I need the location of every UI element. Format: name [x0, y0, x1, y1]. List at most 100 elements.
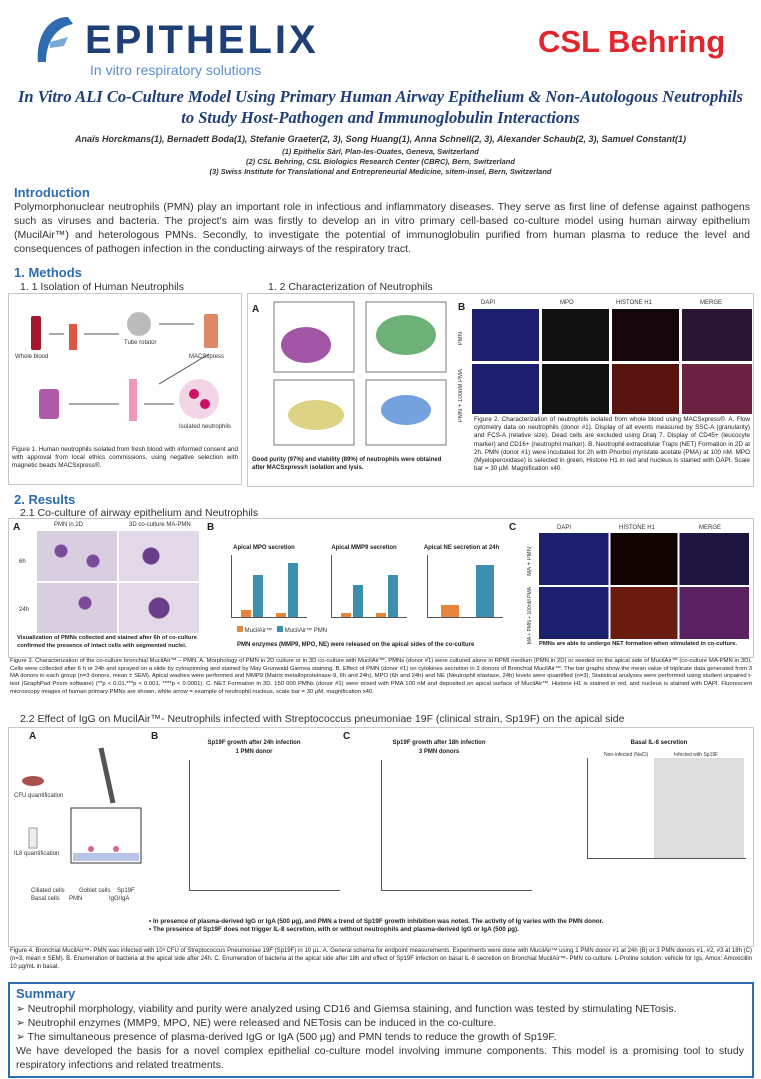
intro-heading: Introduction	[14, 185, 90, 200]
region-label: Non-infected (NaCl)	[604, 752, 649, 758]
logo-tagline: In vitro respiratory solutions	[90, 62, 262, 78]
figure-1: Whole blood MACSxpress Tube rotator Isol…	[8, 293, 242, 485]
fluorescence-row	[539, 533, 749, 585]
chart-axes	[427, 555, 503, 618]
fig2-note: Good purity (97%) and viability (89%) of…	[252, 457, 442, 471]
flow-cytometry	[273, 301, 447, 446]
logo-mark	[37, 17, 73, 62]
microscopy	[119, 531, 199, 581]
chart-bars-illustration	[241, 563, 494, 617]
column-label: HISTONE H1	[616, 300, 652, 306]
schema-label: Goblet cells	[79, 888, 111, 894]
column-label: 3D co-culture MA-PMN	[129, 522, 191, 528]
fig3-caption: Figure 3. Characterization of the co-cul…	[10, 658, 752, 695]
fig4-schema	[22, 747, 142, 864]
fig1-label: MACSxpress	[189, 354, 225, 360]
summary-bullet: ➢ The simultaneous presence of plasma-de…	[16, 1031, 557, 1043]
row-label: PMN	[458, 332, 464, 346]
fig1-label: Isolated neutrophils	[179, 424, 232, 430]
schema-label: CFU quantification	[14, 793, 64, 799]
figure-3: A B C PMN in 2D 3D co-culture MA-PMN 6h …	[8, 518, 754, 658]
column-label: HISTONE H1	[619, 525, 655, 531]
column-label: DAPI	[481, 300, 496, 306]
row-label: PMN + 100nM PMA	[458, 369, 464, 423]
subheading: 1. 1 Isolation of Human Neutrophils	[20, 281, 185, 293]
bullet-text: Neutrophil enzymes (MMP9, MPO, NE) were …	[27, 1017, 497, 1029]
title: In Vitro ALI Co-Culture Model Using Prim…	[18, 87, 743, 127]
microscopy	[119, 583, 199, 633]
chart-title: Apical NE secretion at 24h	[423, 545, 500, 551]
summary-box: Summary ➢ Neutrophil morphology, viabili…	[8, 982, 754, 1078]
column-label: MERGE	[700, 300, 723, 306]
fig1-schema	[31, 312, 219, 421]
intro-text: Polymorphonuclear neutrophils (PMN) play…	[14, 201, 750, 255]
summary-list: ➢ Neutrophil morphology, viability and p…	[16, 1002, 744, 1072]
panel-label: A	[29, 731, 37, 742]
row-label: 6h	[19, 559, 26, 565]
fig3-note: Visualization of PMNs collected and stai…	[17, 635, 197, 649]
chart-axes	[381, 760, 532, 891]
legend-text: MucilAir™	[244, 628, 273, 634]
affiliation: (3) Swiss Institute for Translational an…	[209, 167, 552, 176]
chart-title: Sp19F growth after 24h infection	[207, 740, 301, 746]
schema-label: Basal cells	[31, 896, 60, 902]
summary-bullet: ➢ Neutrophil morphology, viability and p…	[16, 1003, 677, 1015]
subheading: 1. 2 Characterization of Neutrophils	[268, 281, 433, 293]
fig3-note: PMNs are able to undergo NET formation w…	[539, 641, 738, 647]
logo-left: EPITHELIX	[85, 18, 319, 62]
summary-conclusion: We have developed the basis for a novel …	[16, 1045, 744, 1071]
chart-title: Apical MPO secretion	[233, 545, 295, 551]
schema-label: Sp19F	[117, 888, 135, 894]
affiliations: (1) Epithelix Sàrl, Plan-les-Ouates, Gen…	[10, 147, 751, 177]
schema-label: IL8 quantification	[14, 851, 60, 857]
methods-heading: 1. Methods	[14, 265, 82, 280]
fluorescence-row	[539, 587, 749, 639]
shaded-region	[654, 758, 744, 858]
fig1-caption: Figure 1. Human neutrophils isolated fro…	[12, 446, 238, 470]
fig2-caption: Figure 2. Characterization of neutrophil…	[474, 416, 750, 473]
bullet-text: The simultaneous presence of plasma-deri…	[27, 1031, 557, 1043]
fig3-note: PMN enzymes (MMP9, MPO, NE) were release…	[237, 642, 475, 648]
note-text: The presence of Sp19F does not trigger I…	[152, 926, 519, 934]
panel-label: C	[509, 522, 517, 533]
region-label: Infected with Sp19F	[674, 752, 719, 758]
panel-label: B	[207, 522, 215, 533]
summary-heading: Summary	[16, 986, 76, 1001]
column-label: MERGE	[699, 525, 722, 531]
chart-axes	[231, 555, 307, 618]
subheading: 2.1 Co-culture of airway epithelium and …	[20, 507, 259, 519]
figure-2: A B Good purity (97%) and viability (89%…	[247, 293, 754, 487]
figure-4: A B C CFU quantification IL8 quantificat…	[8, 727, 754, 947]
affiliation: (1) Epithelix Sàrl, Plan-les-Ouates, Gen…	[282, 147, 479, 156]
fig4-note: • In presence of plasma-derived IgG or I…	[149, 918, 604, 934]
chart-axes	[587, 758, 746, 859]
panel-label: B	[151, 731, 159, 742]
fluorescence-row	[472, 309, 752, 361]
chart-title: Apical MMP9 secretion	[331, 545, 397, 551]
panel-label: C	[343, 731, 351, 742]
chart-title: Sp19F growth after 18h infection	[392, 740, 486, 746]
logo-right: CSL Behring	[538, 24, 726, 59]
summary-bullet: ➢ Neutrophil enzymes (MMP9, MPO, NE) wer…	[16, 1017, 497, 1029]
schema-label: Ciliated cells	[31, 888, 65, 894]
column-label: MPO	[560, 300, 574, 306]
subheading: 2.2 Effect of IgG on MucilAir™- Neutroph…	[20, 713, 625, 725]
fig1-label: Tube rotator	[124, 340, 157, 346]
schema-label: PMN	[69, 896, 83, 902]
panel-label: A	[252, 304, 260, 315]
schema-label: IgG/IgA	[109, 896, 130, 902]
fig4-caption: Figure 4. Bronchial MucilAir™- PMN was i…	[10, 948, 752, 970]
column-label: PMN in 2D	[54, 522, 84, 528]
fig1-label: Whole blood	[15, 354, 49, 360]
affiliation: (2) CSL Behring, CSL Biologics Research …	[246, 157, 515, 166]
row-label: MA + PMN + 100nM PMA	[527, 587, 533, 645]
fluorescence-row	[472, 364, 752, 414]
row-label: MA + PMN	[527, 547, 533, 576]
microscopy	[37, 583, 117, 633]
chart-subtitle: 1 PMN donor	[235, 749, 273, 755]
microscopy	[37, 531, 117, 581]
chart-axes	[189, 760, 340, 891]
panel-label: A	[13, 522, 21, 533]
results-heading: 2. Results	[14, 492, 76, 507]
